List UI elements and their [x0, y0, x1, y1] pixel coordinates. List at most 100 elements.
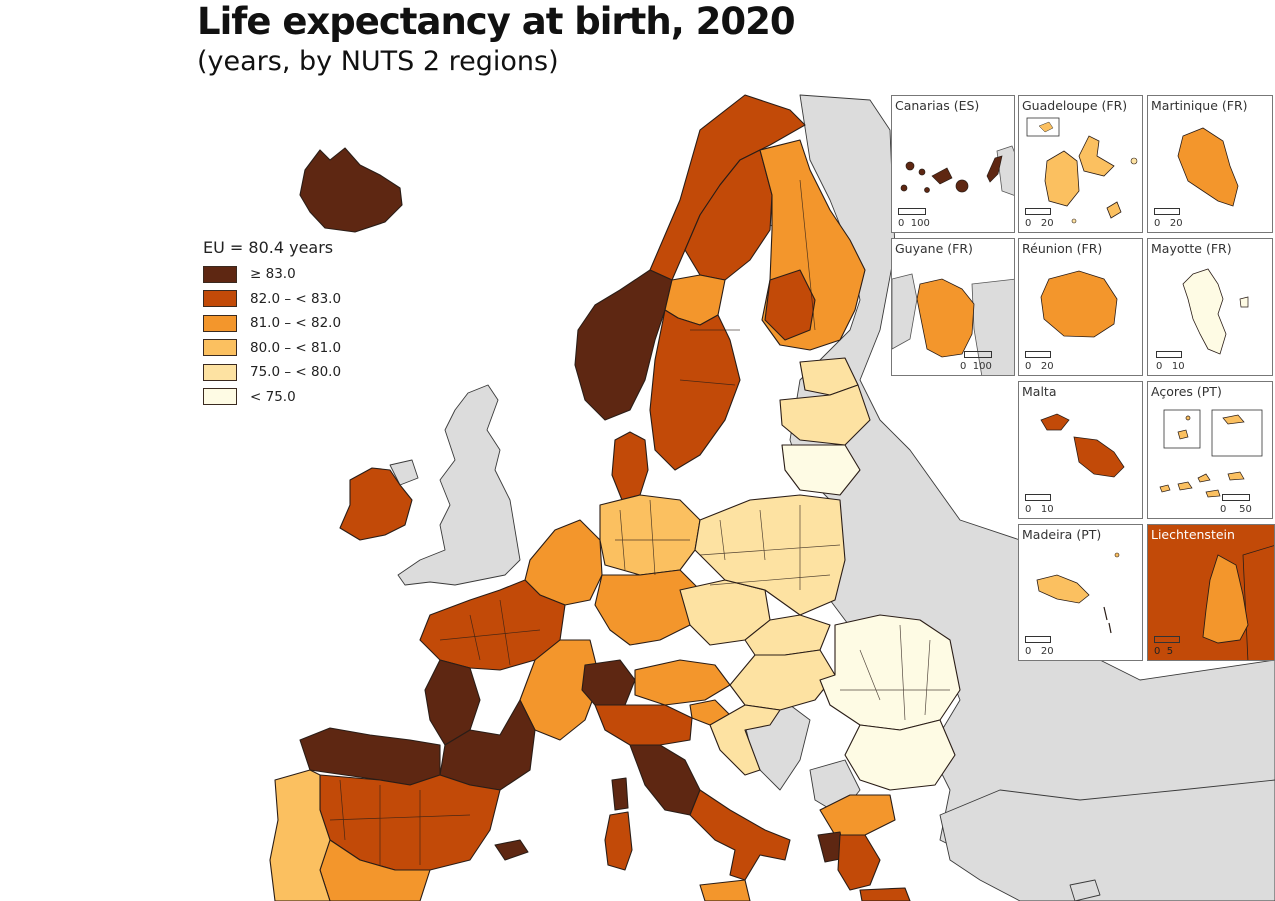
inset-map [892, 273, 1014, 375]
inset-scale [1154, 636, 1180, 643]
legend-title: EU = 80.4 years [203, 238, 334, 257]
inset-map [900, 145, 1014, 196]
region-balearics [494, 839, 529, 861]
inset-map [1148, 525, 1274, 660]
region-sicily [699, 879, 751, 901]
scale-label: 0 5 [1154, 646, 1174, 657]
region-croatia [709, 704, 781, 776]
region-iceland [299, 147, 403, 233]
inset-scale [1025, 494, 1051, 501]
legend-label: 81.0 – < 82.0 [250, 315, 342, 332]
region-sweden-north [684, 149, 773, 281]
inset-title: Madeira (PT) [1022, 527, 1102, 542]
inset-martinique: Martinique (FR) 0 20 [1147, 95, 1273, 233]
inset-scale [1156, 351, 1182, 358]
region-romania [819, 614, 961, 731]
legend-label: 80.0 – < 81.0 [250, 339, 342, 356]
legend-item: < 75.0 [203, 385, 341, 410]
legend-item: ≥ 83.0 [203, 262, 341, 287]
legend-swatch [203, 388, 237, 406]
scale-label: 0 10 [1156, 361, 1185, 372]
legend-item: 82.0 – < 83.0 [203, 287, 341, 312]
region-italy-north [594, 704, 693, 746]
inset-map [1036, 552, 1120, 634]
map-title: Life expectancy at birth, 2020 [197, 0, 796, 43]
scale-label: 0 100 [898, 218, 930, 229]
scale-label: 0 50 [1220, 504, 1252, 515]
inset-madeira: Madeira (PT) 0 20 [1018, 524, 1143, 661]
region-portugal [269, 769, 331, 901]
region-ireland [339, 467, 413, 541]
scale-label: 0 20 [1025, 646, 1054, 657]
region-latvia [779, 384, 871, 446]
legend-label: 75.0 – < 80.0 [250, 364, 342, 381]
inset-scale [1222, 494, 1250, 501]
inset-scale [1154, 208, 1180, 215]
inset-title: Açores (PT) [1151, 384, 1222, 399]
region-corsica [611, 777, 629, 811]
legend-swatch [203, 363, 237, 381]
inset-liechtenstein: Liechtenstein 0 5 [1147, 524, 1275, 661]
region-bulgaria [844, 719, 956, 791]
legend-swatch [203, 339, 237, 357]
northern-ireland [389, 459, 419, 486]
inset-acores: Açores (PT) 0 50 [1147, 381, 1273, 519]
inset-map [1182, 268, 1249, 355]
legend-label: 82.0 – < 83.0 [250, 290, 342, 307]
inset-map [1159, 409, 1263, 498]
legend: EU = 80.4 years ≥ 83.0 82.0 – < 83.0 81.… [203, 238, 341, 409]
region-italy-south [689, 789, 791, 881]
region-greece-south [837, 834, 881, 891]
inset-title: Réunion (FR) [1022, 241, 1103, 256]
inset-guyane: Guyane (FR) 0 100 [891, 238, 1015, 376]
inset-title: Mayotte (FR) [1151, 241, 1232, 256]
inset-map [1026, 117, 1138, 224]
region-austria [634, 659, 731, 706]
inset-title: Martinique (FR) [1151, 98, 1248, 113]
legend-swatch [203, 290, 237, 308]
region-crete [859, 887, 911, 901]
region-switzerland [581, 659, 636, 706]
inset-scale [964, 351, 992, 358]
legend-swatch [203, 265, 237, 283]
inset-title: Liechtenstein [1151, 527, 1235, 542]
inset-reunion: Réunion (FR) 0 20 [1018, 238, 1143, 376]
region-denmark [611, 431, 649, 501]
inset-mayotte: Mayotte (FR) 0 10 [1147, 238, 1273, 376]
inset-title: Guadeloupe (FR) [1022, 98, 1128, 113]
region-hungary [729, 649, 836, 711]
inset-title: Canarias (ES) [895, 98, 980, 113]
region-sardinia [604, 811, 633, 871]
legend-item: 81.0 – < 82.0 [203, 311, 341, 336]
cyprus [1069, 879, 1101, 901]
scale-label: 0 100 [960, 361, 992, 372]
region-sweden-south [649, 309, 741, 471]
inset-scale [1025, 351, 1051, 358]
inset-malta: Malta 0 10 [1018, 381, 1143, 519]
legend-label: < 75.0 [250, 388, 296, 405]
legend-item: 80.0 – < 81.0 [203, 336, 341, 361]
scale-label: 0 10 [1025, 504, 1054, 515]
region-finland-south [764, 269, 816, 341]
inset-map [1177, 127, 1239, 207]
inset-title: Guyane (FR) [895, 241, 973, 256]
region-germany-south [594, 569, 701, 646]
legend-swatch [203, 314, 237, 332]
inset-scale [1025, 208, 1051, 215]
region-lithuania [781, 444, 861, 496]
turkey [939, 779, 1275, 901]
scale-label: 0 20 [1025, 218, 1054, 229]
great-britain [397, 384, 521, 586]
inset-scale [898, 208, 926, 215]
inset-guadeloupe: Guadeloupe (FR) 0 20 [1018, 95, 1143, 233]
region-germany-north [599, 494, 701, 576]
inset-title: Malta [1022, 384, 1057, 399]
inset-map [1040, 413, 1125, 478]
scale-label: 0 20 [1025, 361, 1054, 372]
region-italy-centre [629, 744, 701, 816]
inset-canarias: Canarias (ES) 0 100 [891, 95, 1015, 233]
nuts-borders [329, 179, 950, 865]
scale-label: 0 20 [1154, 218, 1183, 229]
inset-scale [1025, 636, 1051, 643]
